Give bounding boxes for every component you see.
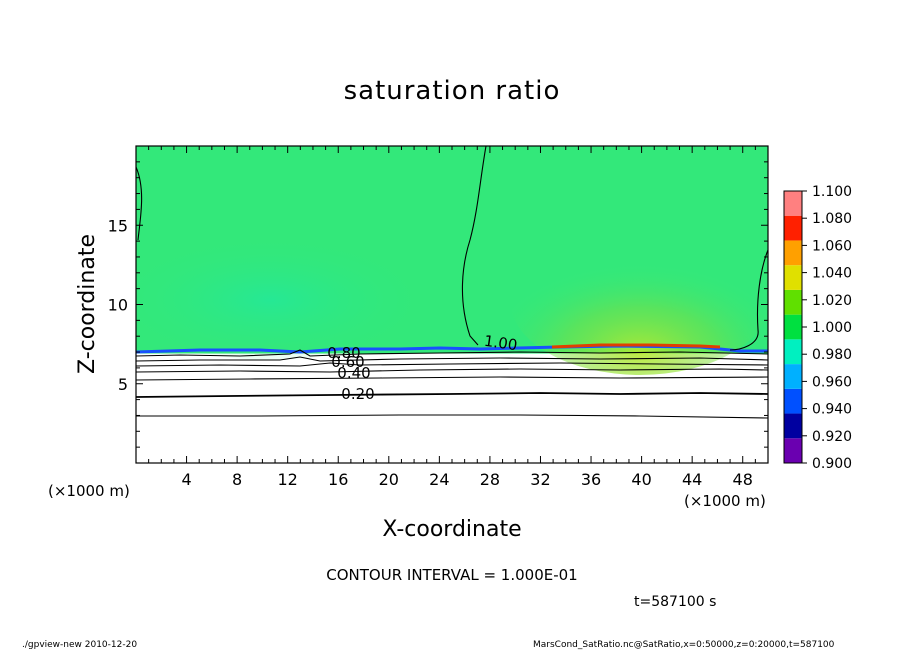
- contour-line: [136, 349, 768, 357]
- y-tick-label: 5: [118, 375, 128, 394]
- y-tick-label: 10: [108, 296, 128, 315]
- colorbar-label: 0.920: [812, 429, 852, 445]
- x-axis-label: X-coordinate: [382, 517, 521, 542]
- y-tick-label: 15: [108, 216, 128, 235]
- x-tick-label: 24: [429, 470, 449, 489]
- x-tick-label: 12: [278, 470, 298, 489]
- x-tick-label: 44: [682, 470, 702, 489]
- colorbar-label: 0.900: [812, 456, 852, 472]
- time-stamp: t=587100 s: [634, 594, 717, 610]
- x-tick-label: 32: [530, 470, 550, 489]
- x-tick-label: 40: [631, 470, 651, 489]
- x-tick-label: 4: [181, 470, 191, 489]
- contour-line: [136, 362, 768, 367]
- contour-line: [136, 392, 768, 398]
- colorbar-swatch: [784, 289, 802, 315]
- colorbar-swatch: [784, 314, 802, 340]
- x-unit-right: (×1000 m): [684, 492, 766, 510]
- colorbar-label: 1.100: [812, 184, 852, 200]
- x-tick-label: 8: [232, 470, 242, 489]
- colorbar-swatch: [784, 364, 802, 389]
- colorbar-label: 1.000: [812, 320, 852, 336]
- contour-line: [461, 146, 487, 346]
- contour-line: [136, 368, 768, 373]
- plot-area: 1.00 0.800.600.40 0.20: [136, 146, 768, 463]
- contour-line: [729, 249, 768, 351]
- x-tick-label: 20: [379, 470, 399, 489]
- contour-line: [136, 356, 768, 362]
- shading-cool: [136, 240, 420, 360]
- colorbar-swatch: [784, 265, 802, 290]
- shading-warm: [510, 225, 768, 375]
- colorbar-label: 0.960: [812, 374, 852, 390]
- x-tick-label: 48: [733, 470, 753, 489]
- colorbar: 1.100 1.080 1.060 1.040 1.020 1.000 0.980 0.960…: [783, 184, 852, 472]
- x-tick-label: 28: [480, 470, 500, 489]
- x-tick-label: 16: [328, 470, 348, 489]
- colorbar-label: 0.980: [812, 347, 852, 363]
- chart-title: saturation ratio: [343, 76, 561, 106]
- contour-label: 0.40: [337, 364, 370, 382]
- contour-line: [136, 166, 143, 241]
- contour-label: 0.20: [341, 385, 374, 403]
- contour-label: 0.60: [331, 353, 364, 371]
- warm-band: [551, 343, 721, 349]
- axes: [135, 145, 769, 464]
- contour-label: 1.00: [483, 332, 519, 354]
- colorbar-label: 1.060: [812, 238, 852, 254]
- contour-line: [136, 414, 768, 419]
- contour-interval: CONTOUR INTERVAL = 1.000E-01: [326, 566, 578, 584]
- colorbar-swatch: [784, 240, 802, 266]
- colorbar-swatch: [784, 215, 802, 241]
- colorbar-swatch: [784, 388, 802, 414]
- colorbar-swatch: [784, 339, 802, 365]
- footer-left: ./gpview-new 2010-12-20: [22, 640, 138, 650]
- colorbar-swatch: [784, 413, 802, 439]
- colorbar-label: 0.940: [812, 402, 852, 418]
- colorbar-swatch: [784, 191, 802, 216]
- contour-line: [136, 376, 768, 381]
- x-unit-left: (×1000 m): [48, 482, 130, 500]
- colorbar-swatch: [784, 438, 802, 463]
- colorbar-label: 1.040: [812, 266, 852, 282]
- contour-label: 0.80: [327, 344, 360, 362]
- footer-right: MarsCond_SatRatio.nc@SatRatio,x=0:50000,…: [533, 640, 835, 650]
- colorbar-label: 1.020: [812, 293, 852, 309]
- y-axis-label: Z-coordinate: [75, 234, 100, 374]
- colorbar-label: 1.080: [812, 211, 852, 227]
- x-tick-label: 36: [581, 470, 601, 489]
